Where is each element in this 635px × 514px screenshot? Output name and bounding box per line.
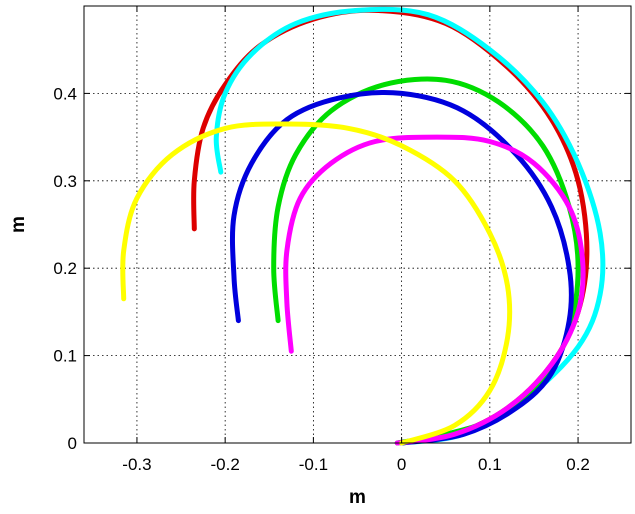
series-line-6 xyxy=(120,121,513,446)
y-axis-label: m xyxy=(8,216,29,233)
x-tick-label: -0.1 xyxy=(299,455,328,474)
series-line-4 xyxy=(229,90,574,446)
series-layer xyxy=(120,6,606,446)
x-tick-label: -0.2 xyxy=(211,455,240,474)
y-tick-label: 0.4 xyxy=(53,84,77,103)
y-tick-label: 0.1 xyxy=(53,347,77,366)
x-tick-label: 0.1 xyxy=(478,455,502,474)
x-axis-label: m xyxy=(349,487,366,508)
plot-frame xyxy=(83,5,632,444)
y-tick-label: 0.2 xyxy=(53,259,77,278)
x-tick-label: 0.2 xyxy=(566,455,590,474)
x-tick-label: -0.3 xyxy=(122,455,151,474)
series-line-1 xyxy=(191,7,590,446)
tick-layer: -0.3 -0.2 -0.1 0 0.1 0.2 0 0.1 0.2 0.3 0.4 xyxy=(53,6,631,474)
y-tick-label: 0 xyxy=(68,434,77,453)
y-tick-label: 0.3 xyxy=(53,172,77,191)
series-line-5 xyxy=(283,134,586,446)
x-tick-label: 0 xyxy=(397,455,406,474)
